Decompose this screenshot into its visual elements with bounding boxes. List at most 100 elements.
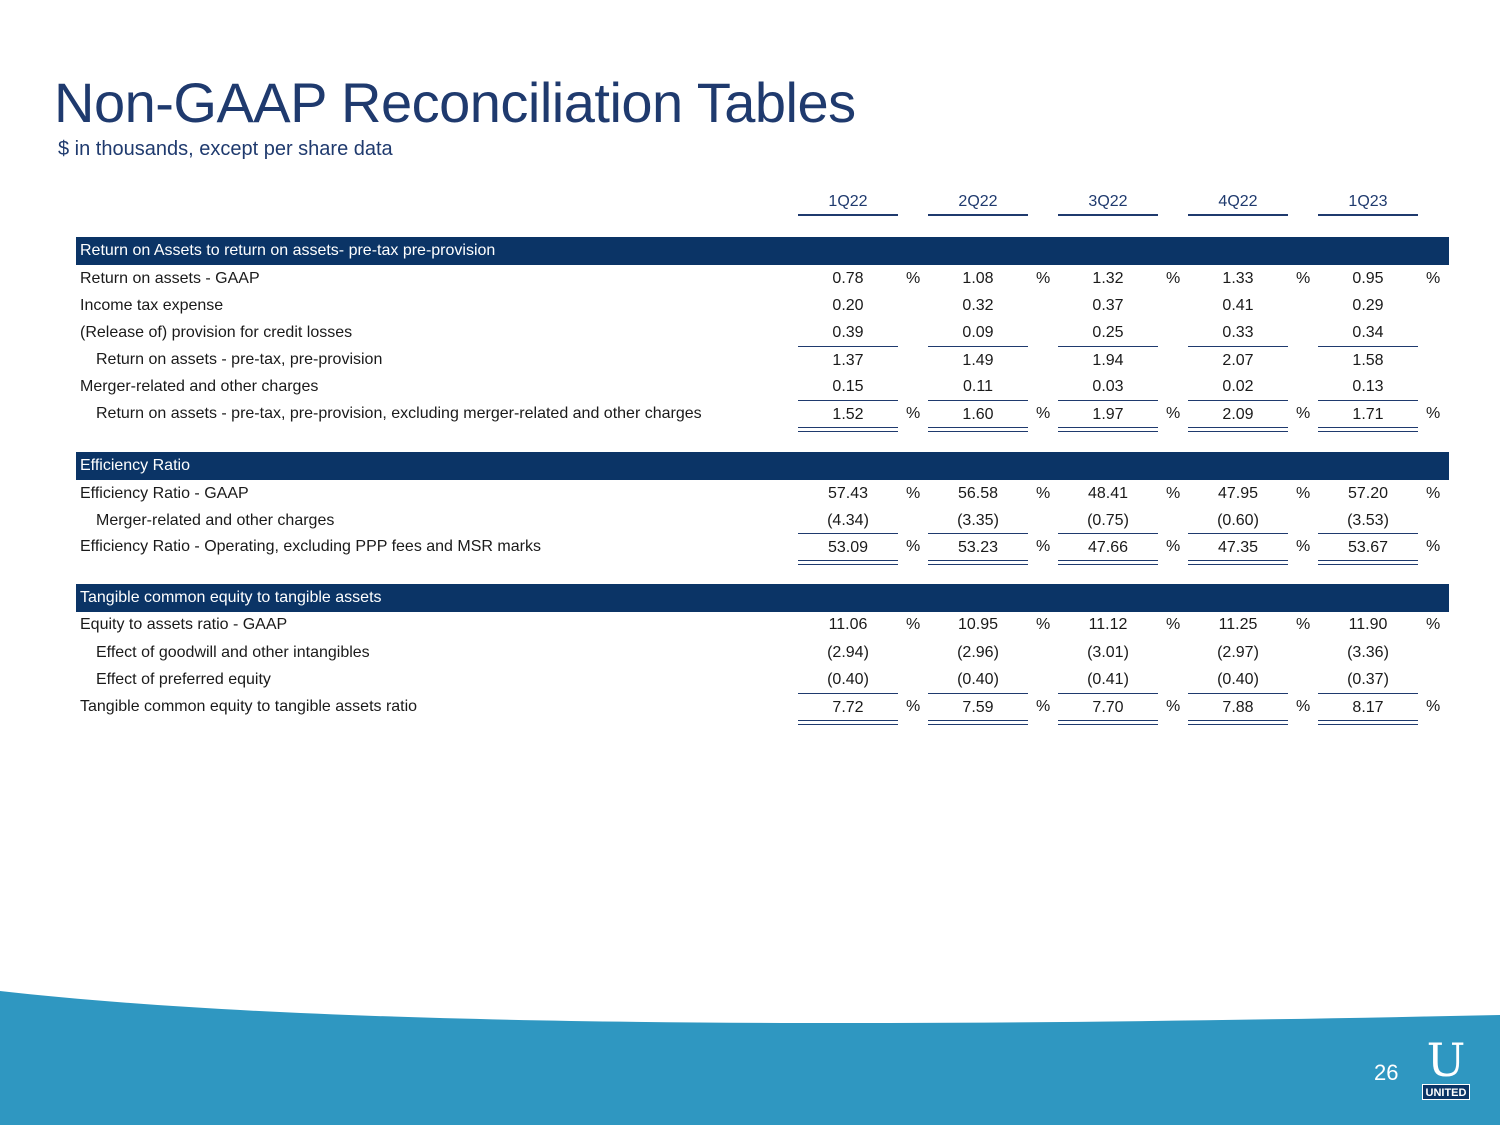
column-header-3q22: 3Q22	[1058, 192, 1158, 216]
percent-sign: %	[1166, 616, 1181, 633]
cell-value: 2.07	[1188, 346, 1288, 373]
row-label: Efficiency Ratio - GAAP	[80, 485, 249, 502]
cell-value: 1.97	[1058, 400, 1158, 432]
table-row: Return on assets - GAAP 0.78 % 1.08 % 1.…	[0, 265, 1500, 292]
cell-value: 1.52	[798, 400, 898, 432]
cell-value: 1.58	[1318, 346, 1418, 373]
percent-sign: %	[1296, 485, 1311, 502]
cell-value: (2.97)	[1217, 644, 1259, 661]
cell-value: 1.32	[1092, 270, 1124, 287]
section-heading: Return on Assets to return on assets- pr…	[76, 237, 1449, 265]
cell-value: 7.88	[1188, 693, 1288, 725]
cell-value: 0.37	[1092, 297, 1124, 314]
cell-value: 53.67	[1318, 533, 1418, 565]
row-label: Income tax expense	[80, 297, 224, 314]
column-header-1q22: 1Q22	[798, 192, 898, 216]
cell-value: 2.09	[1188, 400, 1288, 432]
cell-value: 57.20	[1347, 485, 1389, 502]
column-header-2q22: 2Q22	[928, 192, 1028, 216]
percent-sign: %	[906, 405, 921, 422]
cell-value: 11.90	[1348, 616, 1388, 633]
percent-sign: %	[1296, 270, 1311, 287]
cell-value: 0.09	[962, 324, 994, 341]
row-label: Merger-related and other charges	[80, 378, 319, 395]
cell-value: 8.17	[1318, 693, 1418, 725]
percent-sign: %	[906, 538, 921, 555]
percent-sign: %	[1426, 538, 1441, 555]
percent-sign: %	[1036, 698, 1051, 715]
percent-sign: %	[1166, 270, 1181, 287]
cell-value: 7.70	[1058, 693, 1158, 725]
cell-value: 0.41	[1222, 297, 1254, 314]
quarter-header-row: 1Q22 2Q22 3Q22 4Q22 1Q23	[0, 190, 1500, 220]
row-label: Effect of preferred equity	[96, 671, 271, 688]
cell-value: 57.43	[827, 485, 869, 502]
row-label: (Release of) provision for credit losses	[80, 324, 353, 341]
cell-value: 1.94	[1058, 346, 1158, 373]
cell-value: (0.75)	[1087, 512, 1129, 529]
row-label: Merger-related and other charges	[96, 512, 335, 529]
section-heading: Efficiency Ratio	[76, 452, 1449, 480]
cell-value: (0.60)	[1217, 512, 1259, 529]
table-row: Merger-related and other charges (4.34) …	[0, 507, 1500, 534]
cell-value: 0.78	[832, 270, 864, 287]
cell-value: 0.11	[963, 378, 993, 395]
table-row: Effect of goodwill and other intangibles…	[0, 639, 1500, 666]
column-header-1q23: 1Q23	[1318, 192, 1418, 216]
cell-value: (3.01)	[1087, 644, 1129, 661]
united-logo-icon: U UNITED	[1420, 1034, 1472, 1104]
cell-value: 11.25	[1218, 616, 1258, 633]
cell-value: 0.02	[1222, 378, 1254, 395]
cell-value: (0.40)	[957, 671, 999, 688]
cell-value: (0.40)	[1217, 671, 1259, 688]
cell-value: (4.34)	[827, 512, 869, 529]
row-label: Return on assets - pre-tax, pre-provisio…	[96, 351, 383, 368]
table-row: Efficiency Ratio - GAAP 57.43 % 56.58 % …	[0, 480, 1500, 507]
percent-sign: %	[1426, 270, 1441, 287]
table-row: Efficiency Ratio - Operating, excluding …	[0, 533, 1500, 565]
cell-value: 47.95	[1217, 485, 1259, 502]
row-label: Return on assets - pre-tax, pre-provisio…	[96, 405, 702, 422]
percent-sign: %	[1036, 538, 1051, 555]
cell-value: 0.95	[1352, 270, 1384, 287]
cell-value: 0.15	[832, 378, 864, 395]
percent-sign: %	[1296, 538, 1311, 555]
cell-value: 53.23	[928, 533, 1028, 565]
table-row: (Release of) provision for credit losses…	[0, 319, 1500, 346]
cell-value: 0.13	[1352, 378, 1384, 395]
cell-value: 0.33	[1222, 324, 1254, 341]
row-label: Tangible common equity to tangible asset…	[80, 698, 418, 715]
table-row: Income tax expense 0.20 0.32 0.37 0.41 0…	[0, 292, 1500, 319]
percent-sign: %	[1296, 616, 1311, 633]
percent-sign: %	[1426, 698, 1441, 715]
percent-sign: %	[1426, 405, 1441, 422]
percent-sign: %	[1036, 270, 1051, 287]
table-row: Tangible common equity to tangible asset…	[0, 693, 1500, 725]
cell-value: 7.72	[798, 693, 898, 725]
cell-value: 7.59	[928, 693, 1028, 725]
page-number: 26	[1374, 1060, 1399, 1085]
cell-value: 0.29	[1352, 297, 1384, 314]
percent-sign: %	[1426, 485, 1441, 502]
svg-text:U: U	[1427, 1034, 1466, 1087]
cell-value: 1.33	[1222, 270, 1254, 287]
percent-sign: %	[906, 485, 921, 502]
cell-value: 0.03	[1092, 378, 1124, 395]
cell-value: 1.71	[1318, 400, 1418, 432]
percent-sign: %	[1426, 616, 1441, 633]
cell-value: (2.96)	[957, 644, 999, 661]
footer-wave	[0, 991, 1500, 1125]
row-label: Return on assets - GAAP	[80, 270, 260, 287]
percent-sign: %	[906, 698, 921, 715]
percent-sign: %	[1036, 485, 1051, 502]
svg-text:UNITED: UNITED	[1426, 1087, 1467, 1099]
percent-sign: %	[1036, 616, 1051, 633]
cell-value: (0.37)	[1347, 671, 1389, 688]
cell-value: 1.49	[928, 346, 1028, 373]
cell-value: 0.34	[1352, 324, 1384, 341]
percent-sign: %	[1166, 405, 1181, 422]
percent-sign: %	[1036, 405, 1051, 422]
row-label: Effect of goodwill and other intangibles	[96, 644, 370, 661]
cell-value: (3.35)	[957, 512, 999, 529]
percent-sign: %	[1166, 538, 1181, 555]
